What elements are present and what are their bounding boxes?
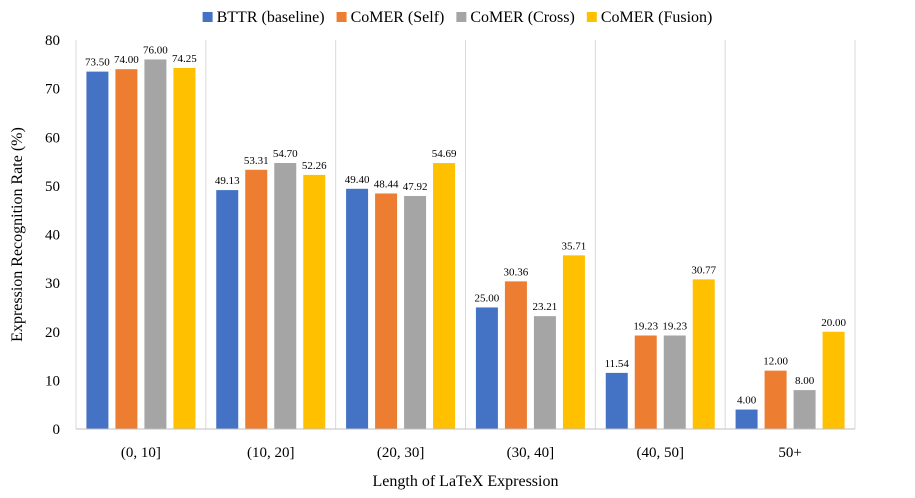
- bar: [634, 335, 657, 429]
- bars: [86, 59, 845, 430]
- bar: [303, 174, 326, 429]
- y-tick-label: 30: [45, 276, 60, 292]
- data-label: 12.00: [763, 356, 788, 368]
- x-tick-label: (10, 20]: [247, 445, 295, 461]
- bar: [86, 71, 109, 429]
- y-tick-label: 0: [53, 422, 61, 438]
- y-tick-label: 10: [45, 373, 60, 389]
- bar: [245, 169, 268, 429]
- bar: [144, 59, 167, 429]
- legend-label: CoMER (Cross): [470, 9, 574, 26]
- data-label: 48.44: [374, 178, 399, 190]
- legend-label: CoMER (Fusion): [601, 9, 713, 26]
- bar: [822, 331, 845, 429]
- data-label: 49.13: [215, 175, 240, 187]
- data-label: 76.00: [143, 44, 168, 56]
- bar: [504, 281, 527, 429]
- data-label: 52.26: [302, 160, 327, 172]
- x-tick-label: 50+: [778, 445, 801, 461]
- y-axis-ticks: 0 10 20 30 40 50 60 70 80: [45, 33, 60, 438]
- bar: [793, 390, 816, 429]
- data-label: 74.25: [172, 53, 197, 65]
- bar: [764, 370, 787, 429]
- y-tick-label: 50: [45, 179, 60, 195]
- data-label: 47.92: [403, 181, 428, 193]
- x-tick-label: (40, 50]: [637, 445, 685, 461]
- y-tick-label: 70: [45, 82, 60, 98]
- x-axis-title: Length of LaTeX Expression: [373, 473, 559, 490]
- bar: [605, 372, 628, 429]
- bar: [404, 195, 427, 429]
- bar: [433, 163, 456, 429]
- bar: [475, 307, 498, 429]
- y-tick-label: 20: [45, 325, 60, 341]
- legend: BTTR (baseline) CoMER (Self) CoMER (Cross)…: [202, 9, 713, 26]
- data-label: 35.71: [562, 240, 587, 252]
- data-label: 23.21: [533, 301, 558, 313]
- data-label: 25.00: [475, 292, 500, 304]
- bar: [173, 67, 196, 429]
- legend-swatch: [456, 12, 467, 22]
- legend-swatch: [336, 12, 347, 22]
- x-axis-ticks: (0, 10] (10, 20] (20, 30] (30, 40] (40, 50] 5…: [121, 445, 802, 461]
- data-label: 54.69: [432, 148, 457, 160]
- data-label: 4.00: [737, 395, 757, 407]
- legend-item: BTTR (baseline): [202, 9, 325, 26]
- y-axis-title: Expression Recognition Rate (%): [9, 127, 26, 342]
- y-tick-label: 40: [45, 228, 60, 244]
- bar: [663, 335, 686, 429]
- bar: [115, 69, 138, 430]
- bar: [375, 193, 398, 429]
- data-label: 19.23: [633, 320, 658, 332]
- legend-label: BTTR (baseline): [217, 9, 325, 26]
- data-label: 53.31: [244, 155, 269, 167]
- legend-swatch: [202, 12, 213, 22]
- bar: [533, 316, 556, 429]
- data-label: 19.23: [662, 320, 687, 332]
- data-label: 74.00: [114, 54, 139, 66]
- data-labels: 73.50 74.00 76.00 74.25 49.13 53.31 54.70 52.26…: [85, 44, 846, 406]
- category-grid: [75, 40, 856, 429]
- y-tick-label: 60: [45, 130, 60, 146]
- y-tick-label: 80: [45, 33, 60, 49]
- bar: [735, 409, 758, 429]
- data-label: 54.70: [273, 148, 298, 160]
- data-label: 30.77: [691, 264, 716, 276]
- x-tick-label: (20, 30]: [377, 445, 425, 461]
- bar: [346, 188, 369, 429]
- legend-swatch: [586, 12, 597, 22]
- legend-label: CoMER (Self): [351, 9, 445, 26]
- data-label: 8.00: [795, 375, 815, 387]
- bar: [692, 279, 715, 429]
- bar: [274, 163, 297, 430]
- data-label: 30.36: [504, 266, 529, 278]
- bar: [216, 190, 239, 429]
- data-label: 11.54: [605, 358, 630, 370]
- legend-item: CoMER (Cross): [456, 9, 575, 26]
- data-label: 49.40: [345, 174, 370, 186]
- legend-item: CoMER (Self): [336, 9, 445, 26]
- x-tick-label: (0, 10]: [121, 445, 161, 461]
- data-label: 73.50: [85, 57, 110, 69]
- legend-item: CoMER (Fusion): [586, 9, 713, 26]
- x-tick-label: (30, 40]: [507, 445, 555, 461]
- bar: [562, 255, 585, 429]
- data-label: 20.00: [821, 317, 846, 329]
